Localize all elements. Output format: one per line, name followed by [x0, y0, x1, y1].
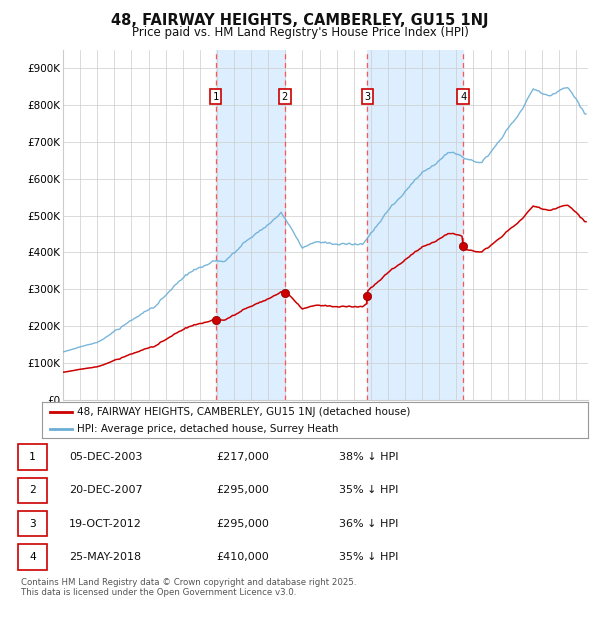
Text: £217,000: £217,000: [216, 452, 269, 462]
Text: 1: 1: [29, 452, 36, 462]
Text: £295,000: £295,000: [216, 518, 269, 528]
Text: 2: 2: [29, 485, 36, 495]
Text: 20-DEC-2007: 20-DEC-2007: [69, 485, 143, 495]
FancyBboxPatch shape: [18, 477, 47, 503]
Text: Price paid vs. HM Land Registry's House Price Index (HPI): Price paid vs. HM Land Registry's House …: [131, 26, 469, 39]
FancyBboxPatch shape: [18, 544, 47, 570]
Text: 35% ↓ HPI: 35% ↓ HPI: [339, 552, 398, 562]
Text: 38% ↓ HPI: 38% ↓ HPI: [339, 452, 398, 462]
FancyBboxPatch shape: [18, 444, 47, 469]
FancyBboxPatch shape: [18, 511, 47, 536]
Text: 48, FAIRWAY HEIGHTS, CAMBERLEY, GU15 1NJ: 48, FAIRWAY HEIGHTS, CAMBERLEY, GU15 1NJ: [111, 13, 489, 29]
Text: £295,000: £295,000: [216, 485, 269, 495]
Bar: [367, 50, 463, 400]
Text: 1: 1: [212, 92, 218, 102]
Text: 4: 4: [29, 552, 36, 562]
Text: HPI: Average price, detached house, Surrey Heath: HPI: Average price, detached house, Surr…: [77, 424, 339, 435]
Text: 36% ↓ HPI: 36% ↓ HPI: [339, 518, 398, 528]
Text: Contains HM Land Registry data © Crown copyright and database right 2025.
This d: Contains HM Land Registry data © Crown c…: [21, 578, 356, 597]
Bar: [215, 50, 285, 400]
Text: 3: 3: [364, 92, 371, 102]
Text: 2: 2: [281, 92, 288, 102]
Text: 48, FAIRWAY HEIGHTS, CAMBERLEY, GU15 1NJ (detached house): 48, FAIRWAY HEIGHTS, CAMBERLEY, GU15 1NJ…: [77, 407, 411, 417]
Text: 4: 4: [460, 92, 466, 102]
Text: 19-OCT-2012: 19-OCT-2012: [69, 518, 142, 528]
Text: £410,000: £410,000: [216, 552, 269, 562]
Text: 3: 3: [29, 518, 36, 528]
Text: 25-MAY-2018: 25-MAY-2018: [69, 552, 141, 562]
Text: 05-DEC-2003: 05-DEC-2003: [69, 452, 142, 462]
Text: 35% ↓ HPI: 35% ↓ HPI: [339, 485, 398, 495]
